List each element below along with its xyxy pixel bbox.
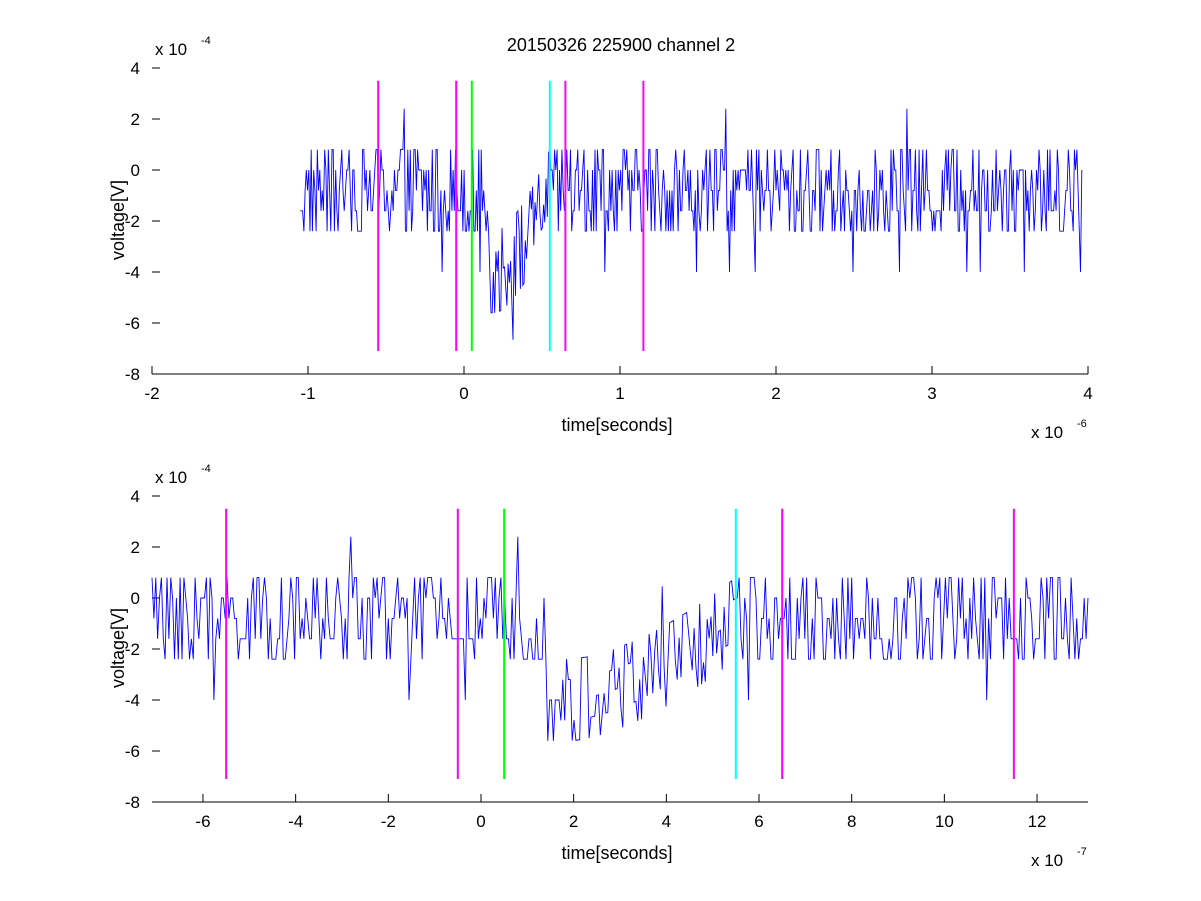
top-plot-y-exponent-value: -4 (201, 35, 211, 47)
y-tick-label: 0 (131, 161, 140, 180)
voltage-trace (300, 108, 1083, 340)
bottom-plot-x-exponent-value: -7 (1077, 846, 1087, 858)
x-tick-label: 1 (615, 384, 624, 403)
x-tick-label: -4 (288, 812, 303, 831)
x-tick-label: 0 (459, 384, 468, 403)
x-tick-label: 12 (1028, 812, 1047, 831)
y-tick-label: -8 (125, 365, 140, 384)
top-plot-y-exponent: x 10 -4 (155, 35, 211, 59)
voltage-trace (151, 536, 1089, 741)
top-plot-x-exponent-value: -6 (1077, 418, 1087, 430)
top-plot-trace (300, 108, 1083, 340)
x-tick-label: 6 (754, 812, 763, 831)
y-tick-label: 2 (131, 538, 140, 557)
y-tick-label: -2 (125, 212, 140, 231)
x-tick-label: 10 (935, 812, 954, 831)
bottom-plot-y-exponent: x 10 -4 (155, 463, 211, 487)
bottom-plot-x-multiplier: x 10 (1031, 851, 1063, 870)
bottom-plot-x-axis-label: time[seconds] (561, 843, 672, 863)
bottom-plot-y-exponent-value: -4 (201, 463, 211, 475)
top-plot-y-multiplier: x 10 (155, 40, 187, 59)
top-plot-x-exponent: x 10 -6 (1031, 418, 1087, 442)
x-tick-label: 2 (569, 812, 578, 831)
bottom-plot-x-exponent: x 10 -7 (1031, 846, 1087, 870)
y-tick-label: -4 (125, 263, 140, 282)
y-tick-label: -6 (125, 742, 140, 761)
y-tick-label: -8 (125, 793, 140, 812)
x-tick-label: -2 (381, 812, 396, 831)
y-tick-label: 4 (131, 487, 140, 506)
y-tick-label: 2 (131, 110, 140, 129)
x-tick-label: -2 (144, 384, 159, 403)
top-plot: 20150326 225900 channel 2 -2 -1 0 1 2 3 4 -8 -6 -… (108, 35, 1093, 442)
chart-title: 20150326 225900 channel 2 (507, 35, 735, 55)
top-plot-x-axis-label: time[seconds] (561, 415, 672, 435)
x-tick-label: 2 (771, 384, 780, 403)
bottom-plot-ticks: -6 -4 -2 0 2 4 6 8 10 12 -8 -6 -4 -2 0 2 4 (125, 487, 1047, 831)
bottom-plot-y-multiplier: x 10 (155, 468, 187, 487)
y-tick-label: 4 (131, 59, 140, 78)
bottom-plot-y-axis-label: voltage[V] (108, 608, 128, 688)
x-tick-label: -6 (195, 812, 210, 831)
y-tick-label: -4 (125, 691, 140, 710)
top-plot-x-multiplier: x 10 (1031, 423, 1063, 442)
x-tick-label: 8 (847, 812, 856, 831)
bottom-plot-markers (225, 508, 1015, 780)
y-tick-label: 0 (131, 589, 140, 608)
x-tick-label: 4 (662, 812, 671, 831)
bottom-plot-trace (151, 536, 1089, 741)
x-tick-label: 4 (1083, 384, 1092, 403)
top-plot-markers (377, 80, 645, 352)
y-tick-label: -2 (125, 640, 140, 659)
x-tick-label: 0 (476, 812, 485, 831)
bottom-plot: -6 -4 -2 0 2 4 6 8 10 12 -8 -6 -4 -2 0 2 4 time[seconds]… (108, 463, 1089, 870)
x-tick-label: 3 (927, 384, 936, 403)
top-plot-y-axis-label: voltage[V] (108, 180, 128, 260)
x-tick-label: -1 (300, 384, 315, 403)
y-tick-label: -6 (125, 314, 140, 333)
